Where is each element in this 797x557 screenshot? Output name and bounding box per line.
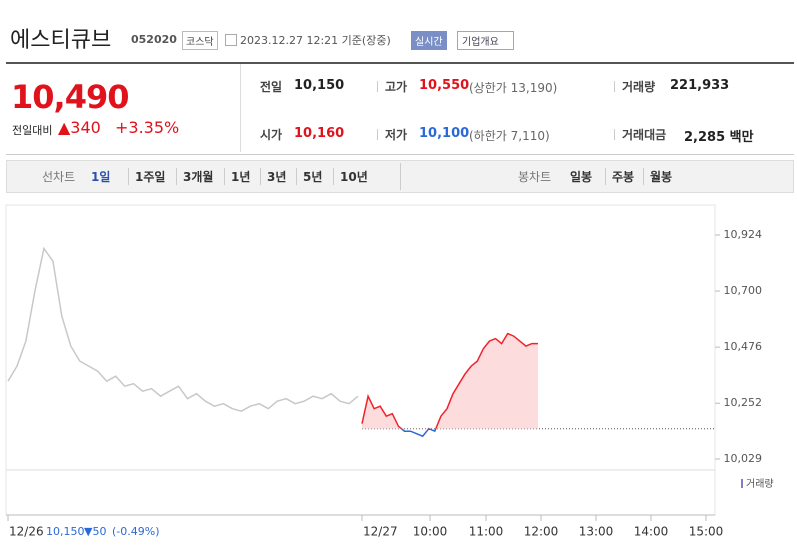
divider — [377, 81, 378, 92]
price-line — [7, 246, 359, 413]
area — [362, 333, 538, 429]
x-tick-label: 12:00 — [524, 525, 559, 539]
y-tick-label: 10,700 — [724, 284, 763, 297]
tab[interactable]: 3년 — [260, 168, 286, 185]
cell-label: 저가 — [385, 128, 408, 142]
price: 10,490 — [11, 78, 129, 116]
cell-label: 시가 — [260, 128, 283, 142]
prev-change: ▼50 — [84, 525, 106, 538]
divider — [614, 81, 615, 92]
tab[interactable]: 1주일 — [128, 168, 165, 185]
x-tick-label: 14:00 — [634, 525, 669, 539]
y-tick-label: 10,924 — [724, 228, 763, 241]
tab[interactable]: 1일 — [91, 170, 111, 184]
x-tick-label: 15:00 — [689, 525, 724, 539]
market-badge: 코스닥 — [182, 31, 218, 50]
cell-label: 고가 — [385, 80, 408, 94]
summary-box — [6, 62, 794, 155]
cell-note: (하한가 7,110) — [469, 129, 550, 143]
tab[interactable]: 일봉 — [570, 170, 593, 184]
volume-label: 거래량 — [746, 478, 774, 490]
change-label: 전일대비 — [12, 124, 53, 137]
divider — [400, 163, 401, 190]
tab[interactable]: 월봉 — [643, 168, 672, 185]
x-tick-label: 10:00 — [413, 525, 448, 539]
tab[interactable]: 주봉 — [605, 168, 634, 185]
prev-price: 10,150 — [46, 525, 85, 538]
price-line-up — [361, 332, 538, 429]
cell-value: 10,150 — [294, 78, 345, 93]
divider — [377, 129, 378, 140]
plot-frame — [5, 204, 716, 516]
cell-note: (상한가 13,190) — [469, 81, 558, 95]
legend-swatch — [741, 479, 743, 488]
tab[interactable]: 10년 — [333, 168, 368, 185]
stock-name: 에스티큐브 — [10, 28, 112, 53]
cell-label: 거래대금 — [622, 128, 667, 142]
tab-label: 봉차트 — [518, 170, 552, 184]
calendar-icon — [225, 34, 237, 46]
rate: +3.35% — [115, 118, 180, 137]
tab[interactable]: 1년 — [224, 168, 250, 185]
cell-label: 거래량 — [622, 80, 656, 94]
x-tick-label: 13:00 — [579, 525, 614, 539]
cell-value: 221,933 — [670, 78, 730, 93]
divider — [614, 129, 615, 140]
x-tick-label: 12/26 — [9, 525, 44, 539]
cell-value: 10,100 — [419, 126, 470, 141]
tab[interactable]: 5년 — [296, 168, 322, 185]
x-tick-label: 11:00 — [469, 525, 504, 539]
cell-value: 10,160 — [294, 126, 345, 141]
cell-label: 전일 — [260, 80, 283, 94]
tab[interactable]: 3개월 — [176, 168, 213, 185]
y-tick-label: 10,252 — [724, 396, 763, 409]
cell-value: 2,285 백만 — [684, 130, 754, 145]
tab-label: 선차트 — [42, 170, 76, 184]
date: 2023.12.27 12:21 기준(장중) — [240, 34, 391, 47]
divider — [240, 64, 241, 152]
realtime-badge[interactable]: 실시간 — [411, 31, 447, 50]
y-tick-label: 10,476 — [724, 340, 763, 353]
stock-code: 052020 — [131, 33, 177, 46]
change: ▲340 — [58, 118, 101, 137]
cell-value: 10,550 — [419, 78, 470, 93]
chart: 10,924 10,700 10,476 10,252 10,029 12/26 12/27… — [5, 204, 774, 539]
x-tick-label: 12/27 — [363, 525, 398, 539]
prev-rate: (-0.49%) — [112, 525, 160, 538]
y-tick-label: 10,029 — [724, 452, 763, 465]
overview-button[interactable]: 기업개요 — [457, 31, 514, 50]
